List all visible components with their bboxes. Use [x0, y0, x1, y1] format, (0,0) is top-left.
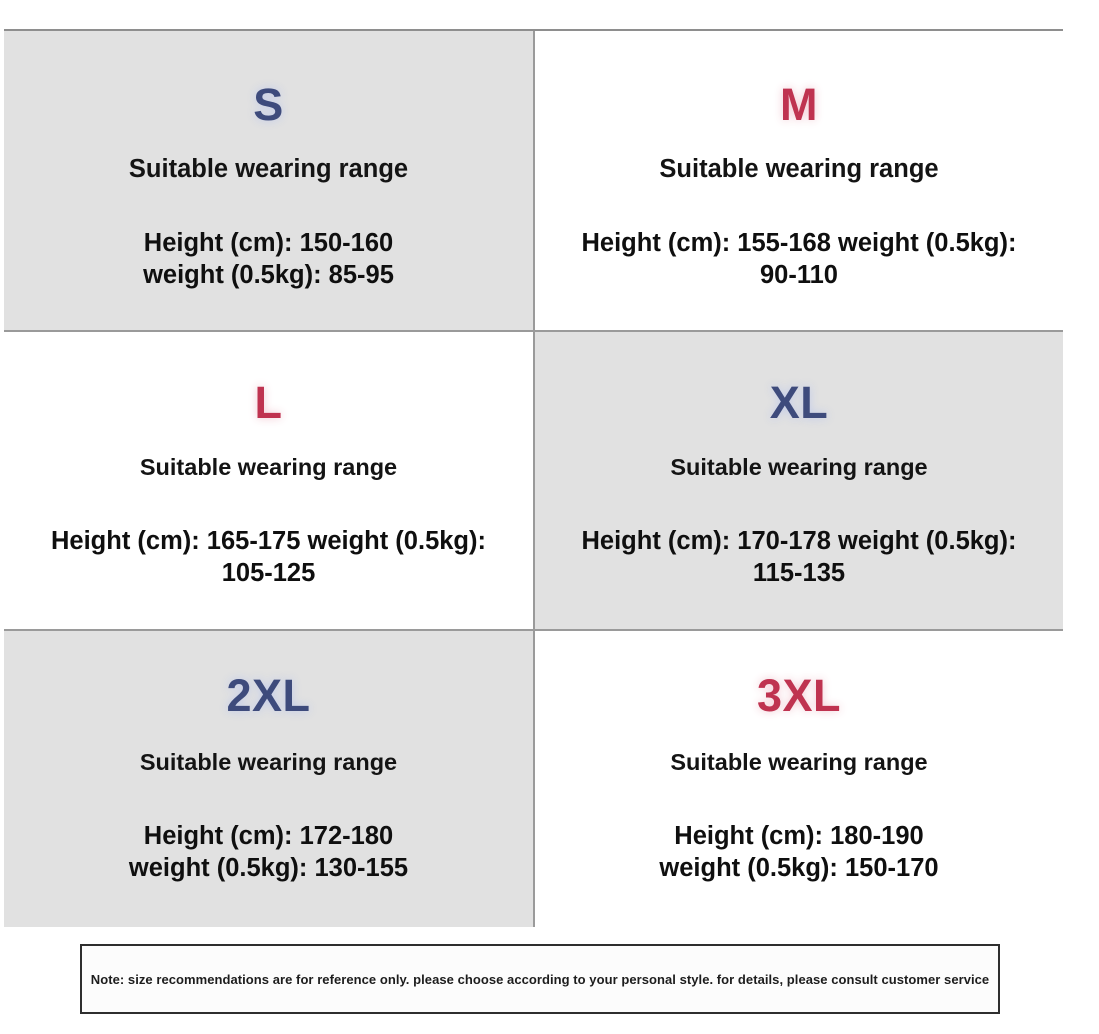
size-cell-m: M Suitable wearing range Height (cm): 15… [535, 31, 1063, 330]
note-text: Note: size recommendations are for refer… [90, 971, 990, 987]
size-label-s: S [253, 79, 284, 130]
range-title-l: Suitable wearing range [139, 454, 398, 480]
size-cell-s: S Suitable wearing range Height (cm): 15… [4, 31, 535, 330]
range-detail-m: Height (cm): 155-168 weight (0.5kg): 90-… [581, 229, 1017, 290]
note-box: Note: size recommendations are for refer… [80, 944, 1000, 1014]
range-title-3xl: Suitable wearing range [670, 749, 928, 775]
range-detail-s: Height (cm): 150-160 weight (0.5kg): 85-9… [143, 229, 394, 290]
size-label-l: L [254, 377, 283, 428]
size-cell-2xl: 2XL Suitable wearing range Height (cm): … [4, 631, 535, 927]
range-title-xl: Suitable wearing range [670, 454, 928, 480]
range-detail-2xl: Height (cm): 172-180 weight (0.5kg): 130-… [128, 821, 409, 882]
range-detail-3xl: Height (cm): 180-190 weight (0.5kg): 150-… [659, 821, 939, 882]
size-label-3xl: 3XL [756, 670, 842, 721]
size-cell-3xl: 3XL Suitable wearing range Height (cm): … [535, 631, 1063, 927]
range-detail-l: Height (cm): 165-175 weight (0.5kg): 105… [50, 526, 486, 587]
size-label-2xl: 2XL [226, 670, 311, 721]
range-title-s: Suitable wearing range [128, 155, 409, 183]
size-grid: S Suitable wearing range Height (cm): 15… [4, 29, 1063, 927]
size-label-xl: XL [769, 377, 829, 428]
size-label-m: M [780, 79, 818, 130]
range-detail-xl: Height (cm): 170-178 weight (0.5kg): 115… [581, 526, 1017, 587]
range-title-2xl: Suitable wearing range [139, 749, 398, 775]
range-title-m: Suitable wearing range [659, 155, 939, 183]
size-cell-xl: XL Suitable wearing range Height (cm): 1… [535, 330, 1063, 631]
size-cell-l: L Suitable wearing range Height (cm): 16… [4, 330, 535, 631]
